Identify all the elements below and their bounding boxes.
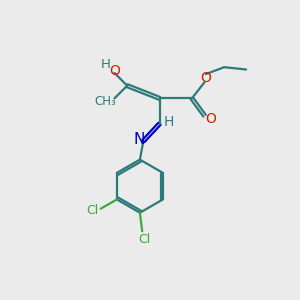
Text: Cl: Cl <box>86 205 99 218</box>
Text: N: N <box>134 132 145 147</box>
Text: H: H <box>100 58 110 71</box>
Text: O: O <box>205 112 216 126</box>
Text: O: O <box>110 64 121 78</box>
Text: O: O <box>200 70 211 85</box>
Text: CH₃: CH₃ <box>95 95 117 108</box>
Text: H: H <box>164 115 174 129</box>
Text: Cl: Cl <box>138 233 151 247</box>
